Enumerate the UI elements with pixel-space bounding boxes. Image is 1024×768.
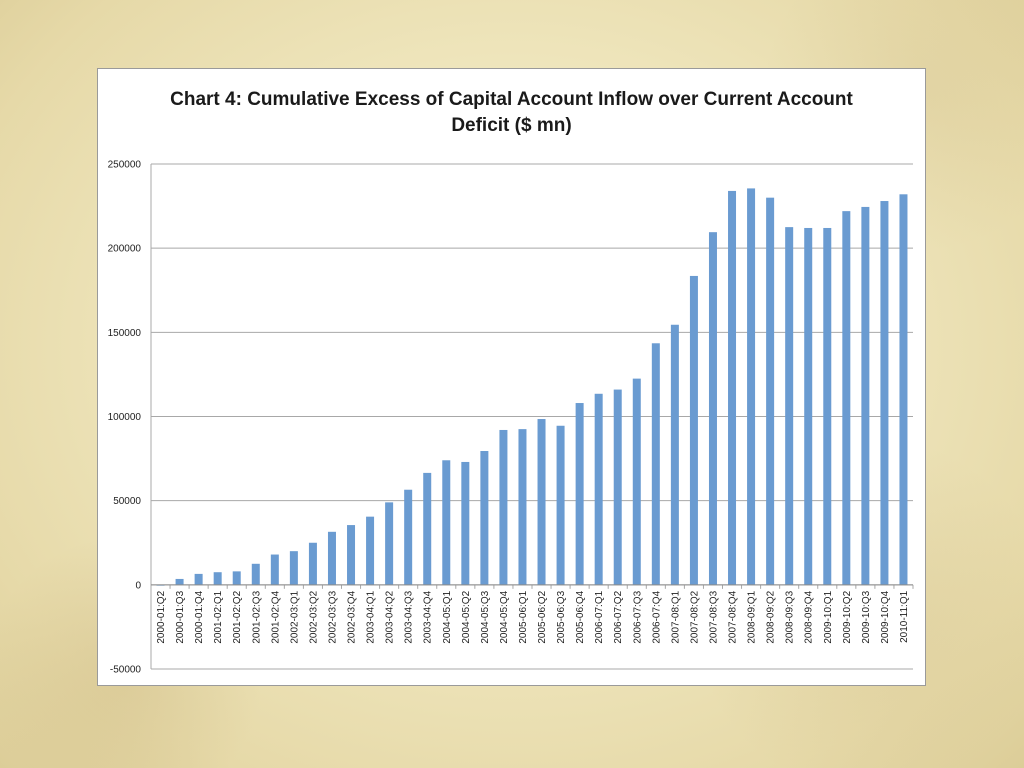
x-tick-label: 2009-10:Q2: [842, 590, 853, 643]
x-tick-label: 2002-03:Q2: [308, 590, 319, 643]
bar: [689, 275, 698, 585]
x-tick-label: 2003-04:Q3: [404, 590, 415, 643]
y-tick-label: 150000: [108, 328, 142, 339]
x-tick-label: 2007-08:Q3: [708, 590, 719, 643]
x-tick-label: 2008-09:Q4: [804, 590, 815, 643]
x-tick-label: 2001-02:Q1: [213, 590, 224, 643]
bar: [442, 460, 451, 585]
x-tick-label: 2006-07:Q3: [632, 590, 643, 643]
chart-title-line-2: Deficit ($ mn): [451, 115, 572, 136]
x-tick-label: 2010-11:Q1: [899, 590, 910, 643]
bar: [175, 578, 184, 585]
bar: [728, 190, 737, 585]
x-tick-label: 2002-03:Q4: [347, 590, 358, 643]
bar: [861, 206, 870, 585]
y-tick-label: 50000: [113, 496, 141, 507]
x-tick-label: 2008-09:Q2: [766, 590, 777, 643]
y-tick-label: -50000: [110, 665, 142, 676]
bar: [270, 554, 279, 585]
bar: [213, 572, 222, 585]
x-tick-label: 2002-03:Q1: [289, 590, 300, 643]
bar: [804, 227, 813, 585]
x-tick-label: 2002-03:Q3: [327, 590, 338, 643]
bar: [708, 232, 717, 585]
bar: [575, 403, 584, 585]
x-tick-label: 2006-07:Q4: [651, 590, 662, 643]
x-tick-label: 2006-07:Q1: [594, 590, 605, 643]
bar: [289, 551, 298, 585]
bar: [308, 542, 317, 585]
x-tick-label: 2006-07:Q2: [613, 590, 624, 643]
bar: [327, 531, 336, 585]
x-tick-label: 2009-10:Q4: [880, 590, 891, 643]
x-tick-label: 2004-05:Q3: [480, 590, 491, 643]
x-tick-label: 2001-02:Q4: [270, 590, 281, 643]
x-tick-label: 2001-02:Q3: [251, 590, 262, 643]
x-tick-label: 2007-08:Q1: [670, 590, 681, 643]
bar: [842, 211, 851, 585]
x-tick-label: 2000-01:Q4: [194, 590, 205, 643]
chart-title: Chart 4: Cumulative Excess of Capital Ac…: [98, 87, 925, 139]
x-tick-label: 2004-05:Q2: [461, 590, 472, 643]
x-tick-label: 2008-09:Q1: [747, 590, 758, 643]
bar: [632, 378, 641, 585]
bar: [404, 489, 413, 585]
bar: [366, 516, 375, 585]
bar: [594, 393, 603, 585]
bar: [194, 573, 203, 585]
bar: [766, 197, 775, 585]
x-tick-label: 2005-06:Q1: [518, 590, 529, 643]
x-tick-label: 2005-06:Q4: [575, 590, 586, 643]
x-tick-label: 2005-06:Q3: [556, 590, 567, 643]
y-tick-label: 100000: [108, 412, 142, 423]
x-tick-label: 2003-04:Q4: [423, 590, 434, 643]
x-tick-label: 2000-01:Q2: [156, 590, 167, 643]
bar: [899, 194, 908, 585]
x-tick-label: 2003-04:Q2: [385, 590, 396, 643]
x-tick-label: 2000-01:Q3: [175, 590, 186, 643]
y-tick-label: 200000: [108, 244, 142, 255]
bar: [251, 563, 260, 585]
bar: [480, 451, 489, 585]
bar: [347, 525, 356, 585]
bar: [613, 389, 622, 585]
x-tick-label: 2001-02:Q2: [232, 590, 243, 643]
x-tick-label: 2008-09:Q3: [785, 590, 796, 643]
bar-chart: 250000 200000 150000 100000 50000 0 -50000 2000…: [108, 160, 914, 676]
bar: [823, 227, 832, 585]
bar: [880, 201, 889, 585]
bar: [651, 343, 660, 585]
bar: [499, 429, 508, 585]
x-tick-label: 2009-10:Q1: [823, 590, 834, 643]
bar: [556, 425, 565, 585]
x-tick-label: 2005-06:Q2: [537, 590, 548, 643]
bar: [423, 472, 432, 585]
x-tick-label: 2007-08:Q4: [728, 590, 739, 643]
bar: [518, 429, 527, 585]
x-tick-label: 2009-10:Q3: [861, 590, 872, 643]
x-tick-label: 2003-04:Q1: [366, 590, 377, 643]
bar: [537, 419, 546, 585]
chart-frame: Chart 4: Cumulative Excess of Capital Ac…: [97, 68, 926, 686]
bar: [232, 571, 241, 585]
bar: [785, 227, 794, 585]
x-tick-label: 2004-05:Q4: [499, 590, 510, 643]
chart-title-line-1: Chart 4: Cumulative Excess of Capital Ac…: [170, 89, 853, 110]
x-tick-label: 2004-05:Q1: [442, 590, 453, 643]
bar: [461, 461, 470, 585]
y-tick-label: 250000: [108, 160, 142, 171]
x-tick-label: 2007-08:Q2: [689, 590, 700, 643]
bar: [385, 502, 394, 585]
y-tick-label: 0: [135, 580, 141, 591]
bar: [747, 188, 756, 585]
bar: [670, 324, 679, 585]
